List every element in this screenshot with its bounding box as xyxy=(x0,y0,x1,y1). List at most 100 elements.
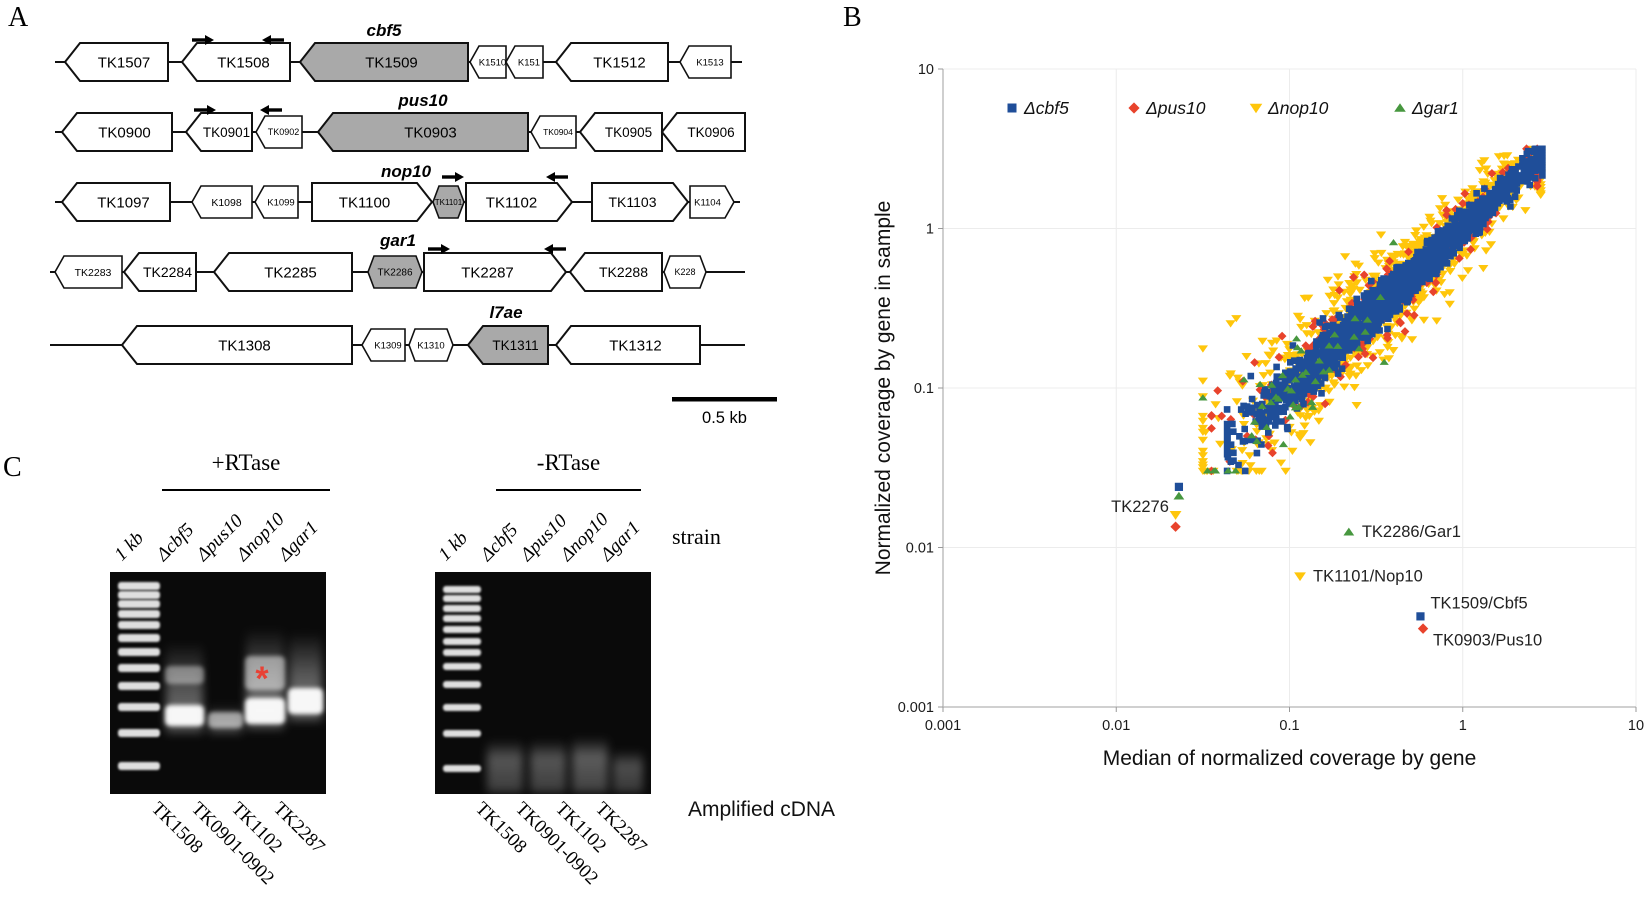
ladder-band xyxy=(443,681,481,688)
gene-label: K228 xyxy=(674,267,695,277)
primer-arrow-icon xyxy=(455,172,464,182)
primer-arrow-icon xyxy=(205,35,214,45)
gel-smear xyxy=(530,740,566,793)
outlier-point-pus10 xyxy=(1417,623,1429,634)
legend-marker-square-icon xyxy=(1007,103,1017,113)
gene-arrow-k228 xyxy=(663,255,707,289)
gene-label: TK2285 xyxy=(264,264,317,281)
gene-arrow-tk1509 xyxy=(298,42,469,82)
gene-label: TK1097 xyxy=(97,194,150,211)
gene-arrow-tk0904 xyxy=(530,115,577,149)
ladder-band xyxy=(118,664,160,672)
ladder-band xyxy=(118,729,160,737)
gene-label: TK0906 xyxy=(687,125,734,140)
gene-label: TK2286 xyxy=(377,268,412,279)
gene-label: TK1102 xyxy=(486,194,537,211)
scale-bar-label: 0.5 kb xyxy=(702,409,747,427)
outlier-point-gar1 xyxy=(1343,527,1355,536)
primer-arrow-icon xyxy=(262,35,271,45)
x-tick-label: 10 xyxy=(1628,718,1644,734)
gene-label: TK1312 xyxy=(609,337,662,354)
gene-label: TK2284 xyxy=(143,264,192,280)
amplified-cdna-label: Amplified cDNA xyxy=(688,798,836,821)
panel-b-label: B xyxy=(843,2,862,33)
outlier-point-gar1 xyxy=(1173,491,1185,500)
gel-band xyxy=(245,698,285,724)
gel-title: -RTase xyxy=(536,450,601,475)
annotation-label: TK2286/Gar1 xyxy=(1362,523,1461,541)
gene-label: TK1101 xyxy=(435,198,463,207)
gene-arrow-tk2283 xyxy=(54,255,123,289)
asterisk-marker: * xyxy=(255,660,269,698)
y-tick-label: 10 xyxy=(918,62,934,78)
primer-arrow-icon xyxy=(544,244,553,254)
gene-arrow-tk0903 xyxy=(316,112,529,152)
gene-arrow-k1309 xyxy=(361,328,406,362)
gene-arrow-tk1508 xyxy=(180,42,291,82)
gene-arrow-tk1100 xyxy=(311,182,434,222)
gene-name-label: cbf5 xyxy=(367,21,403,40)
legend-label: Δgar1 xyxy=(1411,98,1459,118)
gel-lane-label: Δcbf5 xyxy=(476,519,523,566)
gene-label: K1510 xyxy=(479,57,506,68)
gel-band xyxy=(208,712,243,728)
gene-organization-diagram: TK1507 TK1508 TK1509 K1510 K151 TK1512 K1513 cb… xyxy=(50,21,777,427)
gel-lane-label: Δcbf5 xyxy=(152,519,199,566)
outlier-point-nop10 xyxy=(1294,572,1306,582)
scale-bar xyxy=(672,397,777,402)
gene-arrow-tk1507 xyxy=(63,42,169,82)
gene-label: TK0904 xyxy=(543,127,573,137)
gene-label: TK2288 xyxy=(599,264,648,280)
y-tick-label: 1 xyxy=(926,222,934,238)
primer-arrow-icon xyxy=(207,105,216,115)
ladder-band xyxy=(118,703,160,711)
gene-arrow-tk0902 xyxy=(255,115,303,149)
gene-label: K1309 xyxy=(374,340,401,351)
primer-arrow-icon xyxy=(260,105,269,115)
gene-arrow-tk1312 xyxy=(554,325,701,365)
gene-arrow-tk0901 xyxy=(184,112,253,152)
ladder-band xyxy=(443,765,481,772)
gene-arrow-tk2286 xyxy=(367,255,423,289)
gene-label: TK0901 xyxy=(203,125,250,140)
legend-label: Δnop10 xyxy=(1267,98,1329,118)
ladder-band xyxy=(443,595,481,602)
gene-arrow-tk1102 xyxy=(465,182,574,222)
gel-smear xyxy=(572,737,608,793)
scatter-series-cbf5 xyxy=(1223,145,1546,475)
gene-label: TK1512 xyxy=(593,54,646,71)
coverage-scatter-chart: 0.001 0.001 0.01 0.01 0.1 0.1 1 1 10 10 Median of … xyxy=(872,62,1644,770)
gene-label: TK0903 xyxy=(404,124,457,141)
gene-arrow-k1104 xyxy=(689,185,735,219)
annotation-label: TK1101/Nop10 xyxy=(1313,567,1423,585)
gel-band xyxy=(245,656,285,690)
gene-label: TK1507 xyxy=(98,54,151,71)
gel-band xyxy=(165,705,204,726)
gene-name-label: gar1 xyxy=(379,231,416,250)
legend-label: Δpus10 xyxy=(1145,98,1206,118)
gel-band xyxy=(165,666,204,684)
outlier-point-pus10 xyxy=(1170,521,1181,532)
outlier-point-cbf5 xyxy=(1174,482,1184,491)
y-tick-label: 0.001 xyxy=(898,700,934,716)
annotation-label: TK1509/Cbf5 xyxy=(1430,594,1527,612)
gene-label: TK2283 xyxy=(75,267,112,279)
outlier-point-nop10 xyxy=(1169,511,1182,520)
ladder-band xyxy=(443,586,481,593)
gel-smear xyxy=(487,740,523,793)
x-tick-label: 0.1 xyxy=(1279,718,1299,734)
gene-arrow-tk1311 xyxy=(466,325,549,365)
gene-arrow-k151 xyxy=(505,45,544,79)
gene-label: K1099 xyxy=(267,197,294,208)
x-tick-label: 0.01 xyxy=(1102,718,1130,734)
gene-name-label: l7ae xyxy=(489,303,522,322)
ladder-band xyxy=(118,648,160,656)
legend-marker-diamond-icon xyxy=(1128,102,1140,114)
gene-name-label: nop10 xyxy=(381,162,432,181)
panel-a-label: A xyxy=(8,2,29,33)
gene-label: TK1308 xyxy=(218,337,271,354)
ladder-band xyxy=(118,621,160,629)
gene-arrow-tk2288 xyxy=(568,252,663,292)
ladder-band xyxy=(118,634,160,642)
gene-arrow-tk2285 xyxy=(212,252,353,292)
